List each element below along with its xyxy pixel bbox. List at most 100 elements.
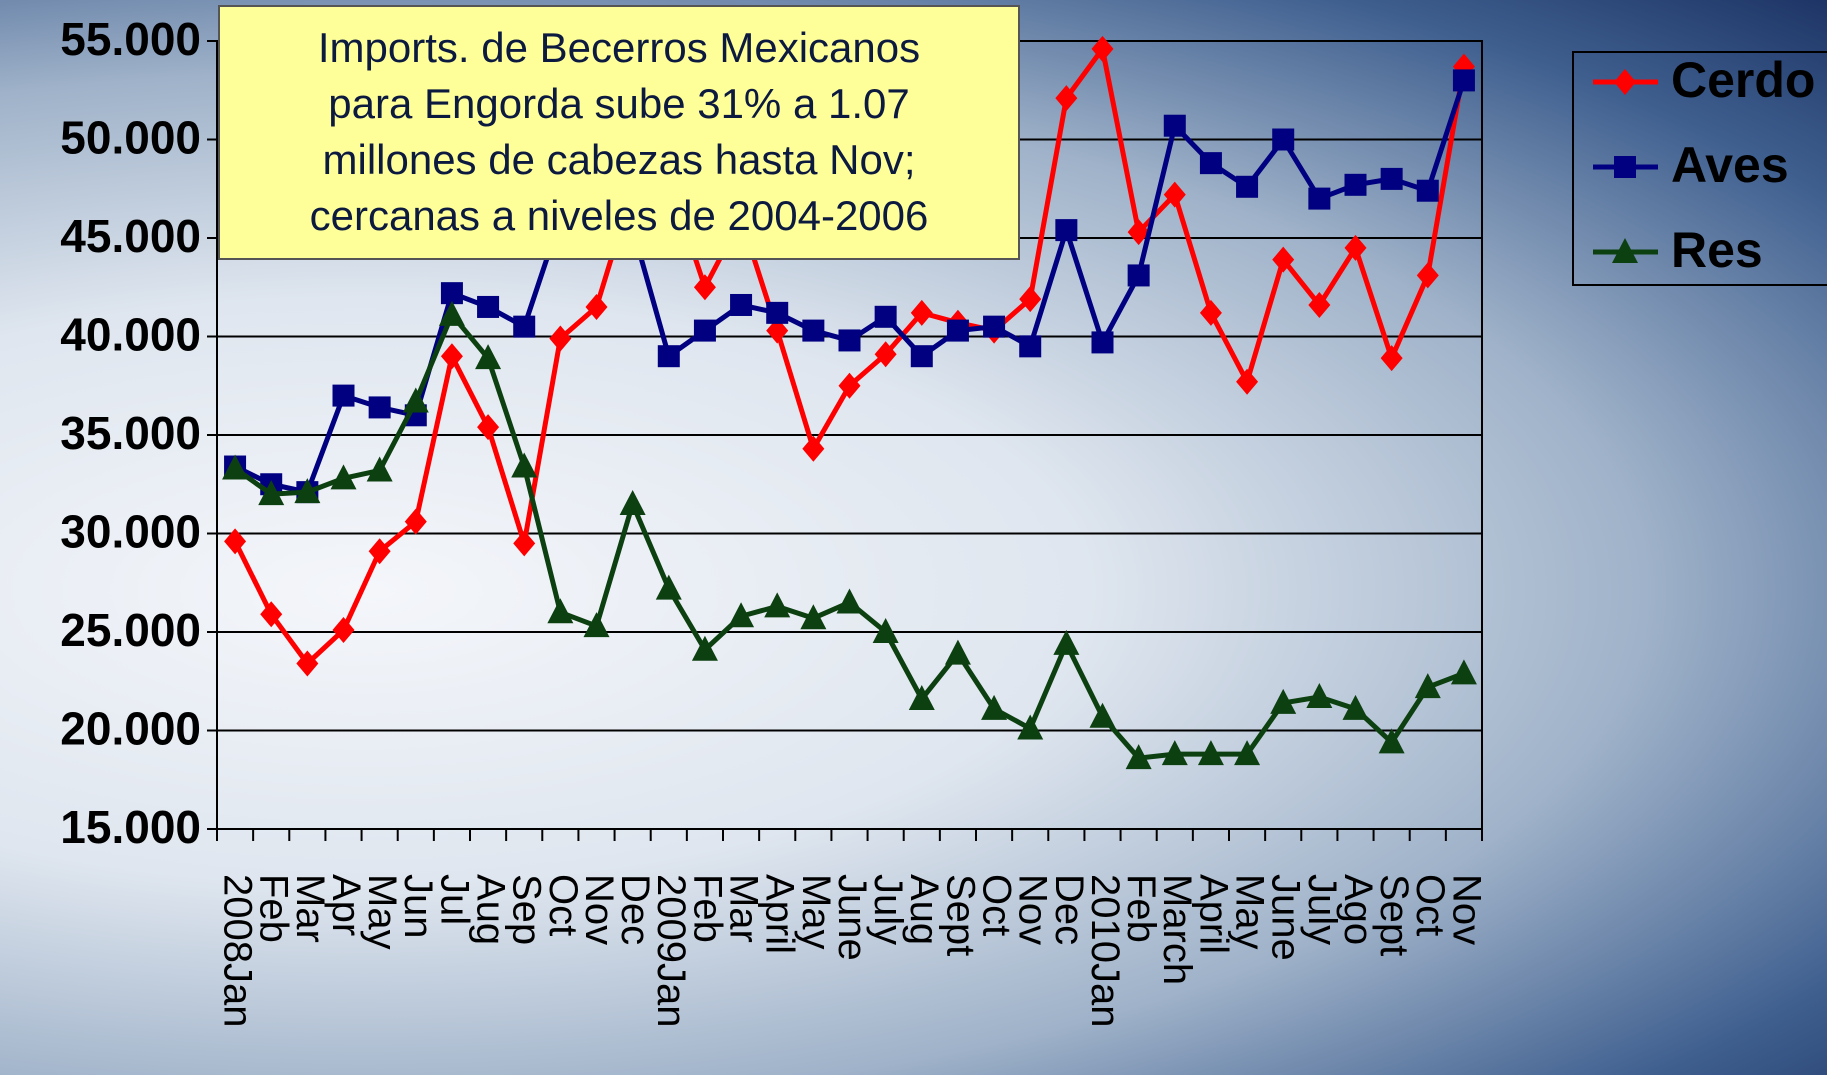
marker bbox=[258, 480, 285, 506]
y-tick-label: 25.000 bbox=[60, 604, 201, 656]
annotation-box bbox=[218, 5, 1020, 260]
x-tick-label: Mar bbox=[722, 874, 766, 943]
marker bbox=[874, 341, 897, 368]
x-tick-label: May bbox=[360, 874, 404, 950]
x-tick-label: Dec bbox=[1047, 874, 1091, 945]
x-tick-label: May bbox=[794, 874, 838, 950]
marker bbox=[1199, 299, 1222, 326]
marker bbox=[981, 694, 1008, 720]
marker bbox=[475, 344, 502, 370]
marker bbox=[874, 305, 897, 328]
marker bbox=[1308, 187, 1331, 210]
x-tick-label: March bbox=[1155, 874, 1199, 985]
marker bbox=[872, 618, 899, 643]
x-tick-label: Apr bbox=[324, 874, 368, 936]
marker bbox=[1308, 291, 1331, 318]
marker bbox=[511, 452, 538, 478]
x-tick-label: Mar bbox=[288, 874, 332, 943]
marker bbox=[330, 464, 357, 490]
marker bbox=[1089, 702, 1116, 728]
marker bbox=[766, 301, 789, 324]
marker bbox=[583, 612, 610, 638]
marker bbox=[1380, 345, 1403, 372]
marker bbox=[1614, 69, 1636, 95]
y-tick-label: 40.000 bbox=[60, 309, 201, 361]
marker bbox=[547, 598, 574, 624]
y-tick-label: 30.000 bbox=[60, 506, 201, 558]
x-tick-label: July bbox=[1300, 874, 1344, 945]
y-tick-label: 15.000 bbox=[60, 801, 201, 853]
marker bbox=[1127, 219, 1150, 246]
marker bbox=[1236, 175, 1259, 198]
marker bbox=[404, 508, 427, 535]
marker bbox=[1272, 246, 1295, 273]
x-tick-label: Feb bbox=[252, 874, 296, 943]
annotation-text: Imports. de Becerros Mexicanos bbox=[318, 24, 920, 71]
marker bbox=[944, 639, 971, 665]
marker bbox=[1306, 683, 1333, 709]
marker bbox=[1380, 167, 1403, 190]
marker bbox=[440, 282, 463, 305]
x-tick-label: Ago bbox=[1336, 874, 1380, 945]
x-tick-label: Jul bbox=[432, 874, 476, 925]
marker bbox=[1450, 659, 1477, 685]
marker bbox=[222, 454, 249, 480]
marker bbox=[1055, 219, 1078, 242]
x-tick-label: April bbox=[758, 874, 802, 954]
marker bbox=[1019, 286, 1042, 313]
marker bbox=[477, 295, 500, 318]
marker bbox=[1125, 744, 1152, 770]
marker bbox=[619, 489, 646, 515]
marker bbox=[1452, 69, 1475, 92]
marker bbox=[728, 602, 755, 628]
marker bbox=[800, 604, 827, 630]
marker bbox=[764, 592, 791, 618]
legend-label: Aves bbox=[1671, 137, 1789, 193]
marker bbox=[910, 299, 933, 326]
marker bbox=[693, 274, 716, 301]
marker bbox=[655, 574, 682, 600]
x-tick-label: Nov bbox=[577, 874, 621, 945]
marker bbox=[402, 387, 429, 413]
marker bbox=[1163, 181, 1186, 208]
marker bbox=[1163, 114, 1186, 137]
marker bbox=[1055, 85, 1078, 112]
x-tick-label: 2009Jan bbox=[649, 874, 693, 1027]
marker bbox=[296, 650, 319, 677]
marker bbox=[294, 478, 321, 504]
marker bbox=[224, 528, 247, 555]
x-tick-label: May bbox=[1228, 874, 1272, 950]
marker bbox=[1344, 173, 1367, 196]
marker bbox=[1378, 728, 1405, 754]
marker bbox=[1091, 331, 1114, 354]
marker bbox=[332, 384, 355, 407]
marker bbox=[691, 635, 718, 661]
x-tick-label: Feb bbox=[685, 874, 729, 943]
marker bbox=[836, 588, 863, 614]
x-tick-label: Oct bbox=[1408, 874, 1452, 936]
marker bbox=[838, 372, 861, 399]
marker bbox=[1236, 368, 1259, 395]
x-tick-label: Aug bbox=[902, 874, 946, 945]
marker bbox=[946, 319, 969, 342]
marker bbox=[1199, 152, 1222, 175]
x-tick-label: Feb bbox=[1119, 874, 1163, 943]
marker bbox=[1197, 740, 1224, 766]
marker bbox=[1234, 740, 1261, 766]
x-tick-label: Jun bbox=[396, 874, 440, 939]
legend-box bbox=[1572, 51, 1827, 286]
x-tick-label: Oct bbox=[541, 874, 585, 936]
annotation-text: para Engorda sube 31% a 1.07 bbox=[328, 80, 909, 127]
y-tick-label: 35.000 bbox=[60, 407, 201, 459]
x-tick-label: Nov bbox=[1011, 874, 1055, 945]
y-tick-label: 50.000 bbox=[60, 112, 201, 164]
marker bbox=[730, 293, 753, 316]
marker bbox=[1414, 673, 1441, 699]
marker bbox=[1416, 262, 1439, 289]
marker bbox=[1053, 629, 1080, 655]
marker bbox=[1614, 156, 1636, 178]
annotation-text: millones de cabezas hasta Nov; bbox=[323, 136, 916, 183]
marker bbox=[440, 343, 463, 370]
marker bbox=[766, 317, 789, 344]
